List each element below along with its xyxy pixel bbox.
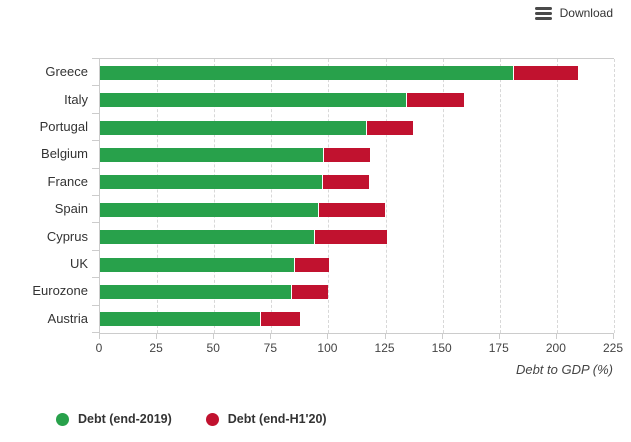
legend-label: Debt (end-2019) (78, 412, 172, 426)
category-label-italy: Italy (64, 91, 88, 107)
x-axis-tick-marks (99, 333, 614, 339)
hamburger-menu-icon (534, 6, 552, 20)
category-label-greece: Greece (45, 64, 88, 80)
category-label-uk: UK (69, 256, 88, 272)
bar-segment-end2019-italy[interactable] (100, 93, 406, 108)
bar-segment-end2019-portugal[interactable] (100, 120, 366, 135)
gridline-100 (328, 59, 330, 333)
category-label-cyprus: Cyprus (46, 228, 88, 244)
x-axis-tick-labels: 0 25 50 75 100 125 150 175 200 225 (95, 341, 623, 355)
gridline-225 (614, 59, 615, 333)
bar-segment-end2019-austria[interactable] (100, 312, 260, 327)
bar-segment-end2019-uk[interactable] (100, 257, 294, 272)
bar-rows (100, 59, 614, 333)
category-label-portugal: Portugal (39, 119, 88, 135)
x-tick-label-200: 200 (545, 341, 566, 355)
x-axis-title: Debt to GDP (%) (515, 362, 613, 377)
gridline-175 (499, 59, 501, 333)
category-label-france: France (47, 173, 88, 189)
legend-marker-icon (205, 412, 219, 426)
bar-segment-end2019-belgium[interactable] (100, 147, 323, 162)
download-label: Download (559, 6, 613, 20)
legend: Debt (end-2019) Debt (end-H1'20) (56, 412, 327, 426)
x-tick-label-25: 25 (149, 341, 163, 355)
x-tick-label-175: 175 (488, 341, 509, 355)
plot-area (99, 58, 615, 334)
bar-row-greece (100, 59, 614, 86)
category-axis-ticks (92, 58, 99, 333)
gridline-200 (556, 59, 558, 333)
bar-row-portugal (100, 114, 614, 141)
legend-marker-icon (56, 412, 69, 426)
bar-segment-end2019-greece[interactable] (100, 65, 514, 80)
bar-segment-endH120-france[interactable] (321, 175, 369, 190)
legend-item-endH120[interactable]: Debt (end-H1'20) (205, 412, 327, 426)
bar-row-france (100, 169, 614, 196)
bar-segment-endH120-portugal[interactable] (365, 120, 414, 135)
bar-row-belgium (100, 141, 614, 168)
legend-item-end2019[interactable]: Debt (end-2019) (56, 412, 172, 426)
gridline-75 (271, 59, 273, 333)
x-tick-label-75: 75 (263, 341, 278, 355)
gridline-50 (214, 59, 216, 333)
x-tick-label-50: 50 (206, 341, 220, 355)
bar-segment-endH120-belgium[interactable] (322, 147, 371, 162)
gridline-150 (442, 59, 444, 333)
x-tick-label-0: 0 (95, 341, 103, 355)
bar-segment-end2019-eurozone[interactable] (100, 284, 291, 299)
category-label-belgium: Belgium (41, 146, 88, 162)
x-tick-label-225: 225 (602, 341, 624, 355)
category-label-austria: Austria (47, 310, 88, 326)
bar-row-uk (100, 251, 614, 278)
bar-segment-endH120-spain[interactable] (317, 202, 386, 217)
gridline-25 (157, 59, 159, 333)
bar-segment-end2019-cyprus[interactable] (100, 230, 314, 245)
x-tick-label-100: 100 (317, 341, 338, 355)
bar-row-italy (100, 86, 614, 113)
bar-segment-end2019-spain[interactable] (100, 202, 318, 217)
x-tick-label-150: 150 (431, 341, 452, 355)
bar-row-eurozone (100, 278, 614, 305)
gridline-125 (385, 59, 387, 333)
bar-segment-endH120-austria[interactable] (259, 312, 300, 327)
category-axis-labels: Greece Italy Portugal Belgium France Spain Cyp… (0, 58, 88, 332)
bar-row-spain (100, 196, 614, 223)
category-label-spain: Spain (54, 201, 88, 217)
bar-segment-end2019-france[interactable] (100, 175, 322, 190)
bar-segment-endH120-italy[interactable] (405, 93, 465, 108)
bar-row-cyprus (100, 223, 614, 250)
bar-segment-endH120-cyprus[interactable] (313, 230, 387, 245)
bar-row-austria (100, 306, 614, 333)
legend-label: Debt (end-H1'20) (227, 412, 327, 426)
bar-segment-endH120-uk[interactable] (293, 257, 330, 272)
bar-segment-endH120-eurozone[interactable] (290, 284, 329, 299)
category-label-eurozone: Eurozone (32, 283, 88, 299)
download-button[interactable]: Download (534, 6, 613, 20)
bar-segment-endH120-greece[interactable] (513, 65, 579, 80)
x-tick-label-125: 125 (374, 341, 395, 355)
